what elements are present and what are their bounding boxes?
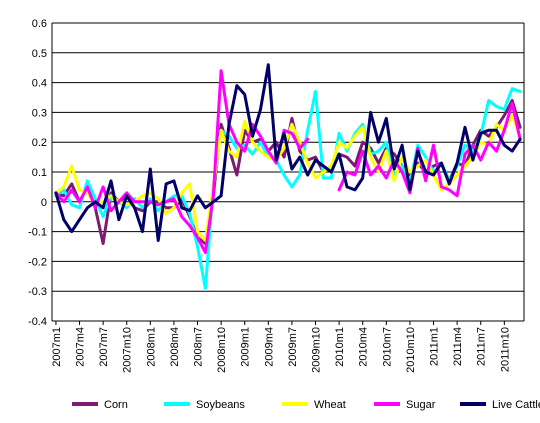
x-tick-label: 2010m10: [405, 327, 417, 373]
y-tick-label: -0.3: [28, 286, 47, 298]
y-tick-labels: 0.6 0.5 0.4 0.3 0.2 0.1 0 -0.1 -0.2 -0.3 -0.4: [28, 18, 47, 328]
y-tick-label: 0.5: [32, 48, 47, 60]
y-tick-label: 0.2: [32, 137, 47, 149]
x-tick-label: 2009m7: [287, 327, 299, 367]
series-line: [54, 87, 522, 290]
x-tick-label: 2011m10: [499, 327, 511, 372]
series-sugar: [54, 69, 522, 254]
y-tick-label: 0.1: [32, 167, 47, 179]
y-tick-label: 0.3: [32, 107, 47, 119]
legend-item: Live Cattle: [460, 399, 540, 411]
x-tick-label: 2009m10: [311, 327, 323, 373]
legend-label: Soybeans: [196, 399, 245, 411]
x-tick-labels: 2007m1 2007m4 2007m7 2007m10 2008m1 2008m4 200…: [51, 327, 511, 373]
y-tick-label: 0: [41, 197, 47, 209]
series-soybeans: [54, 87, 522, 290]
series-lines: [54, 63, 522, 290]
axes: [51, 23, 525, 325]
x-tick-label: 2011m1: [429, 327, 441, 366]
x-tick-label: 2008m1: [145, 327, 157, 367]
legend-item: Sugar: [374, 399, 436, 411]
legend-label: Live Cattle: [492, 399, 540, 411]
y-tick-label: 0.6: [32, 18, 47, 30]
legend: Corn Soybeans Wheat Sugar Live Cattle: [72, 399, 540, 411]
x-tick-label: 2008m7: [193, 327, 205, 367]
legend-label: Corn: [104, 399, 128, 411]
legend-label: Sugar: [406, 399, 436, 411]
y-tick-label: -0.2: [28, 256, 47, 268]
x-tick-label: 2009m1: [240, 327, 252, 367]
series-line: [337, 102, 522, 198]
legend-label: Wheat: [314, 399, 346, 411]
series-line: [54, 63, 522, 242]
x-tick-label: 2007m1: [51, 327, 63, 367]
series-live-cattle: [54, 63, 522, 242]
x-tick-label: 2007m4: [75, 327, 87, 367]
x-tick-label: 2008m10: [216, 327, 228, 373]
x-tick-label: 2007m10: [122, 327, 134, 373]
x-tick-label: 2009m4: [263, 327, 275, 367]
series-line: [54, 69, 310, 254]
legend-item: Corn: [72, 399, 128, 411]
x-tick-label: 2007m7: [98, 327, 110, 367]
x-tick-label: 2010m4: [358, 327, 370, 367]
x-tick-label: 2011m4: [452, 327, 464, 366]
x-tick-label: 2010m1: [334, 327, 346, 367]
y-tick-label: -0.4: [28, 316, 47, 328]
x-tick-label: 2010m7: [381, 327, 393, 367]
legend-item: Wheat: [282, 399, 346, 411]
legend-item: Soybeans: [164, 399, 245, 411]
x-tick-label: 2011m7: [476, 327, 488, 366]
x-tick-label: 2008m4: [169, 327, 181, 367]
y-tick-label: -0.1: [28, 227, 47, 239]
y-tick-label: 0.4: [32, 78, 47, 90]
